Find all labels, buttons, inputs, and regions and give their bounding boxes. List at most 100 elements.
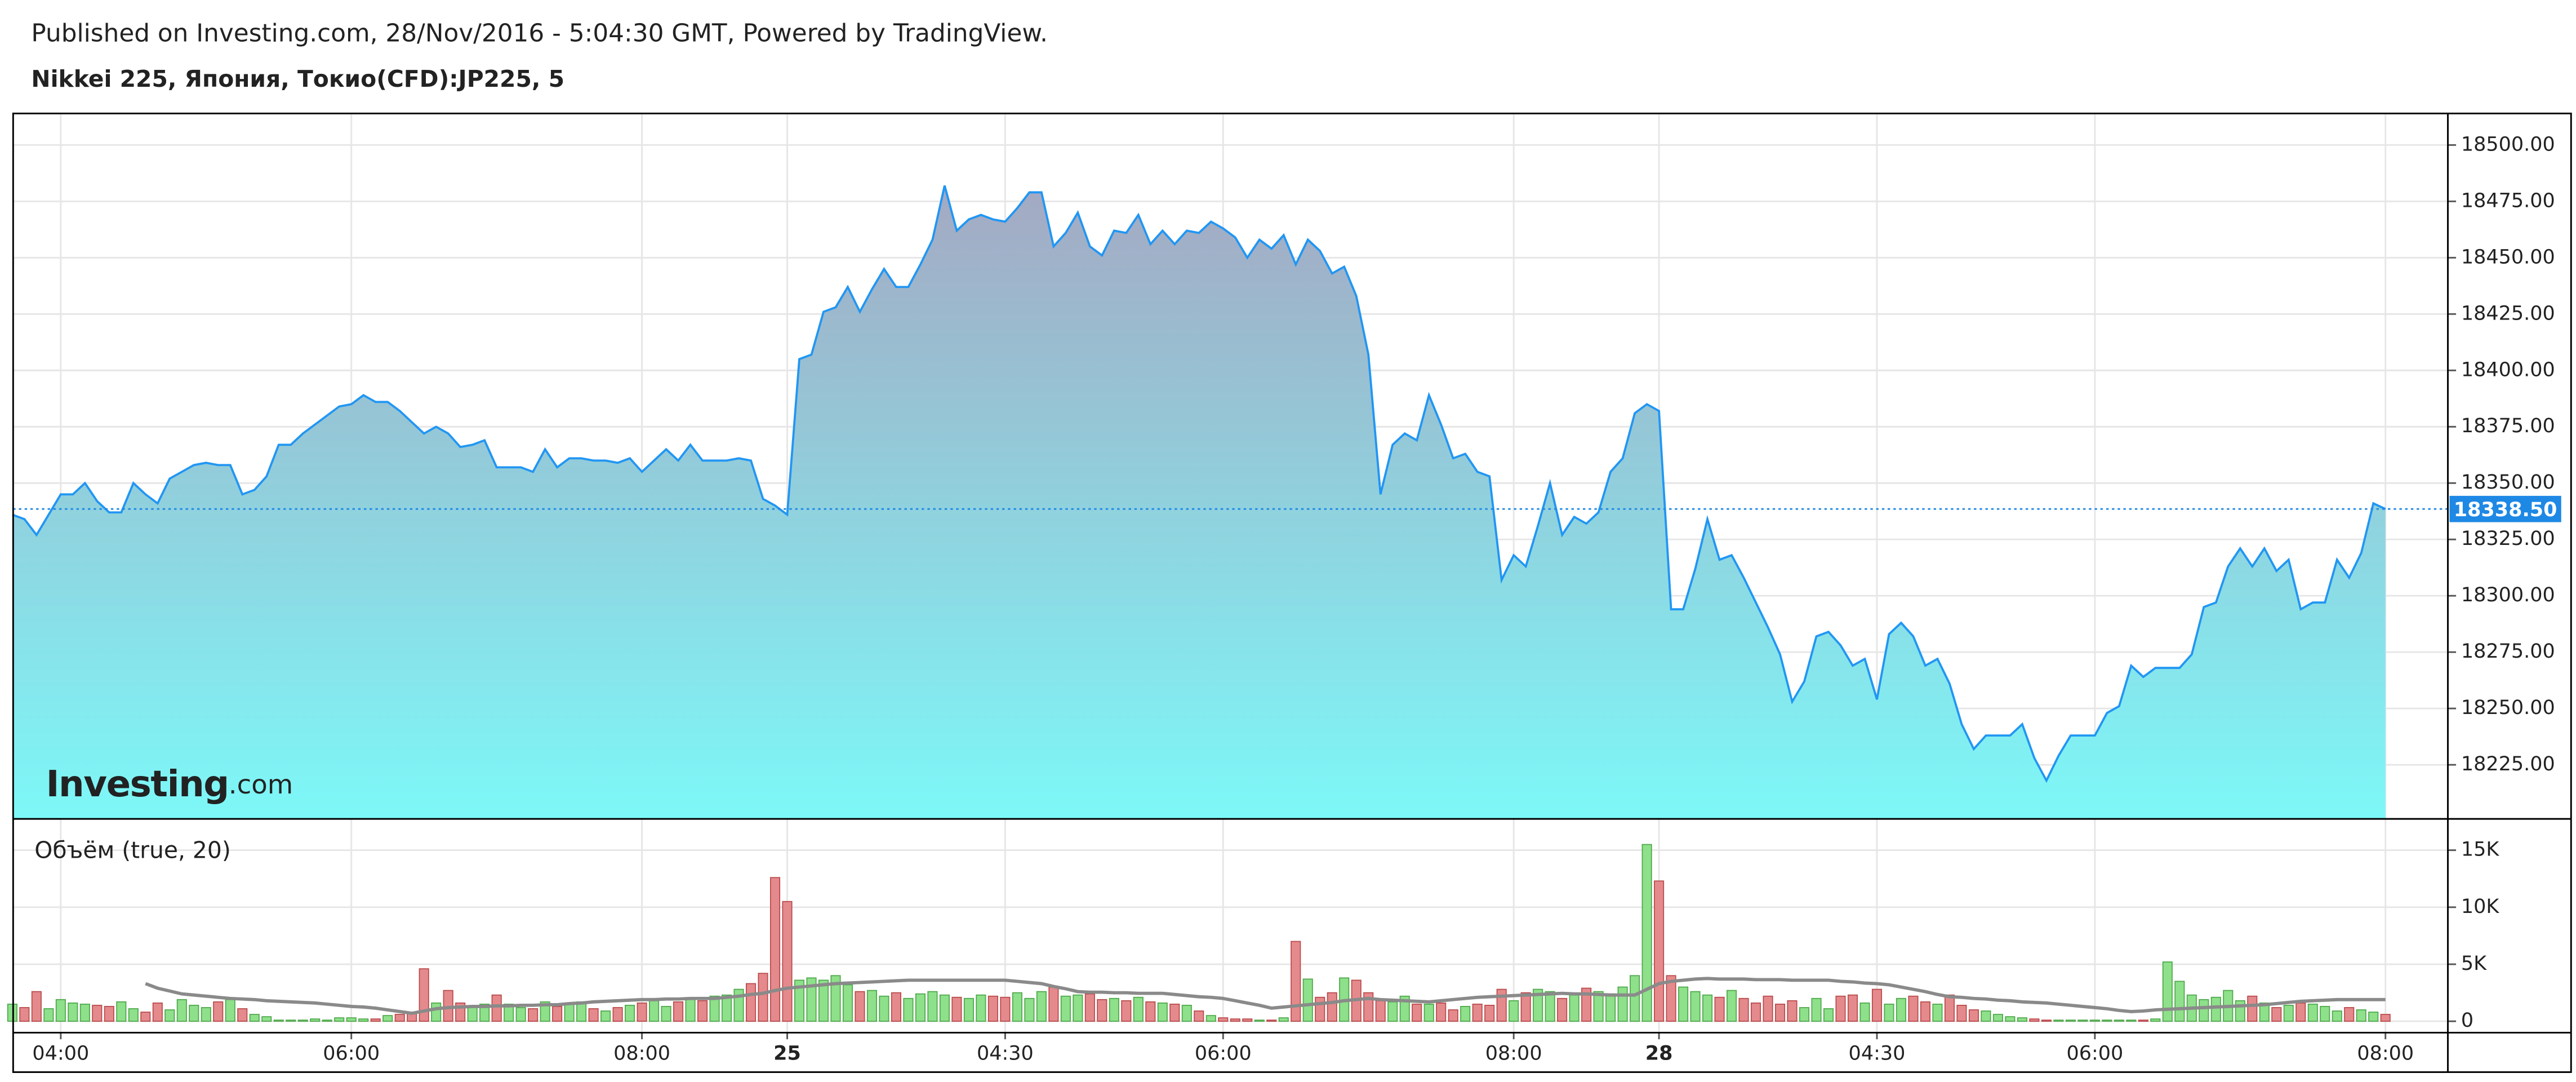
volume-bar <box>637 1002 647 1022</box>
x-tick-label: 04:30 <box>977 1042 1034 1065</box>
logo-brand: Investing <box>46 762 229 805</box>
volume-bar <box>1920 1001 1931 1022</box>
volume-bar <box>1787 1000 1798 1022</box>
volume-bar <box>358 1018 369 1022</box>
chart-title: Nikkei 225, Япония, Токио(CFD):JP225, 5 <box>31 65 564 92</box>
volume-bar <box>104 1006 114 1022</box>
volume-bar <box>1327 992 1337 1022</box>
volume-bar <box>7 1003 17 1022</box>
y-tick-label: 18375.00 <box>2461 415 2555 437</box>
volume-bar <box>564 1002 575 1022</box>
volume-bar <box>140 1012 151 1022</box>
volume-bar <box>249 1014 260 1022</box>
volume-bar <box>1581 987 1592 1022</box>
volume-bar <box>649 1000 660 1022</box>
y-tick-label: 18400.00 <box>2461 358 2555 381</box>
volume-bar <box>1205 1015 1216 1022</box>
volume-bar <box>1605 993 1616 1022</box>
volume-bar <box>1835 995 1846 1022</box>
volume-bar <box>685 997 696 1022</box>
volume-bar <box>1944 994 1955 1022</box>
volume-bar <box>346 1017 357 1022</box>
volume-bar <box>237 1008 248 1022</box>
volume-bar <box>745 983 757 1022</box>
volume-bar <box>939 994 950 1022</box>
volume-bar <box>2126 1019 2137 1022</box>
volume-bar <box>1460 1006 1471 1022</box>
y-tick-label: 18300.00 <box>2461 584 2555 606</box>
volume-bar <box>1375 1000 1386 1022</box>
volume-bar <box>1545 991 1555 1022</box>
volume-bar <box>2332 1010 2342 1022</box>
volume-bar <box>2053 1019 2064 1022</box>
y-tick-label: 18325.00 <box>2461 527 2555 550</box>
volume-bar <box>189 1005 199 1022</box>
y-tick-label: 15K <box>2461 839 2500 861</box>
volume-bar <box>963 997 974 1022</box>
volume-bar <box>1884 1003 1894 1022</box>
volume-bar <box>1763 995 1773 1022</box>
volume-bar <box>1871 988 1883 1022</box>
x-tick-label: 06:00 <box>323 1042 380 1065</box>
volume-bar <box>1266 1019 1277 1022</box>
volume-bar <box>1847 994 1858 1022</box>
volume-bar <box>1436 1002 1447 1022</box>
volume-bar <box>1520 992 1531 1022</box>
volume-bar <box>1036 991 1047 1022</box>
volume-bar <box>2235 1000 2245 1022</box>
volume-bar <box>2041 1019 2052 1022</box>
volume-bar <box>1109 997 1119 1022</box>
volume-bar <box>2380 1014 2391 1022</box>
volume-bar <box>2356 1009 2366 1022</box>
volume-bar <box>1254 1019 1265 1022</box>
volume-bar <box>709 995 720 1022</box>
volume-bar <box>297 1019 308 1022</box>
volume-bar <box>2320 1006 2330 1022</box>
volume-bar <box>1242 1018 1253 1022</box>
volume-bar <box>2089 1019 2100 1022</box>
volume-bar <box>2174 981 2185 1022</box>
y-tick-label: 18500.00 <box>2461 133 2555 156</box>
volume-bar <box>1121 1000 1132 1022</box>
volume-bar <box>830 975 841 1022</box>
volume-bar <box>128 1008 139 1022</box>
volume-bar <box>866 990 878 1022</box>
volume-bar <box>1387 1001 1398 1022</box>
y-tick-label: 18425.00 <box>2461 302 2555 325</box>
volume-bar <box>1084 993 1095 1022</box>
volume-bar <box>213 1001 224 1022</box>
last-price-box <box>2449 495 2561 522</box>
volume-bar <box>273 1019 284 1022</box>
volume-bar <box>1048 986 1059 1022</box>
volume-bar <box>600 1010 611 1022</box>
volume-bar <box>2150 1018 2161 1022</box>
volume-bar <box>1569 994 1580 1022</box>
volume-bar <box>528 1008 539 1022</box>
volume-bar <box>1774 1003 1786 1022</box>
volume-bar <box>855 991 865 1022</box>
volume-bar <box>903 997 914 1022</box>
volume-bar <box>310 1018 321 1022</box>
x-tick-label: 08:00 <box>1485 1042 1542 1065</box>
volume-bar <box>782 901 793 1022</box>
volume-title: Объём (true, 20) <box>34 836 231 863</box>
volume-bar <box>1181 1005 1192 1022</box>
y-tick-label: 18250.00 <box>2461 697 2555 719</box>
y-tick-label: 18225.00 <box>2461 753 2555 775</box>
x-tick-label: 04:00 <box>32 1042 89 1065</box>
volume-bar <box>661 1006 671 1022</box>
x-tick-label: 06:00 <box>2066 1042 2123 1065</box>
volume-bar <box>1145 1001 1156 1022</box>
volume-bar <box>1024 997 1035 1022</box>
volume-bar <box>2114 1019 2124 1022</box>
volume-bar <box>987 995 998 1022</box>
volume-bar <box>976 994 986 1022</box>
header: Published on Investing.com, 28/Nov/2016 … <box>31 19 1048 47</box>
volume-bar <box>1278 1017 1289 1022</box>
volume-bar <box>322 1019 332 1022</box>
volume-bar <box>1291 941 1301 1022</box>
volume-bar <box>1823 1008 1834 1022</box>
volume-bar <box>515 1007 526 1022</box>
volume-bar <box>116 1001 127 1022</box>
volume-bar <box>1230 1018 1240 1022</box>
